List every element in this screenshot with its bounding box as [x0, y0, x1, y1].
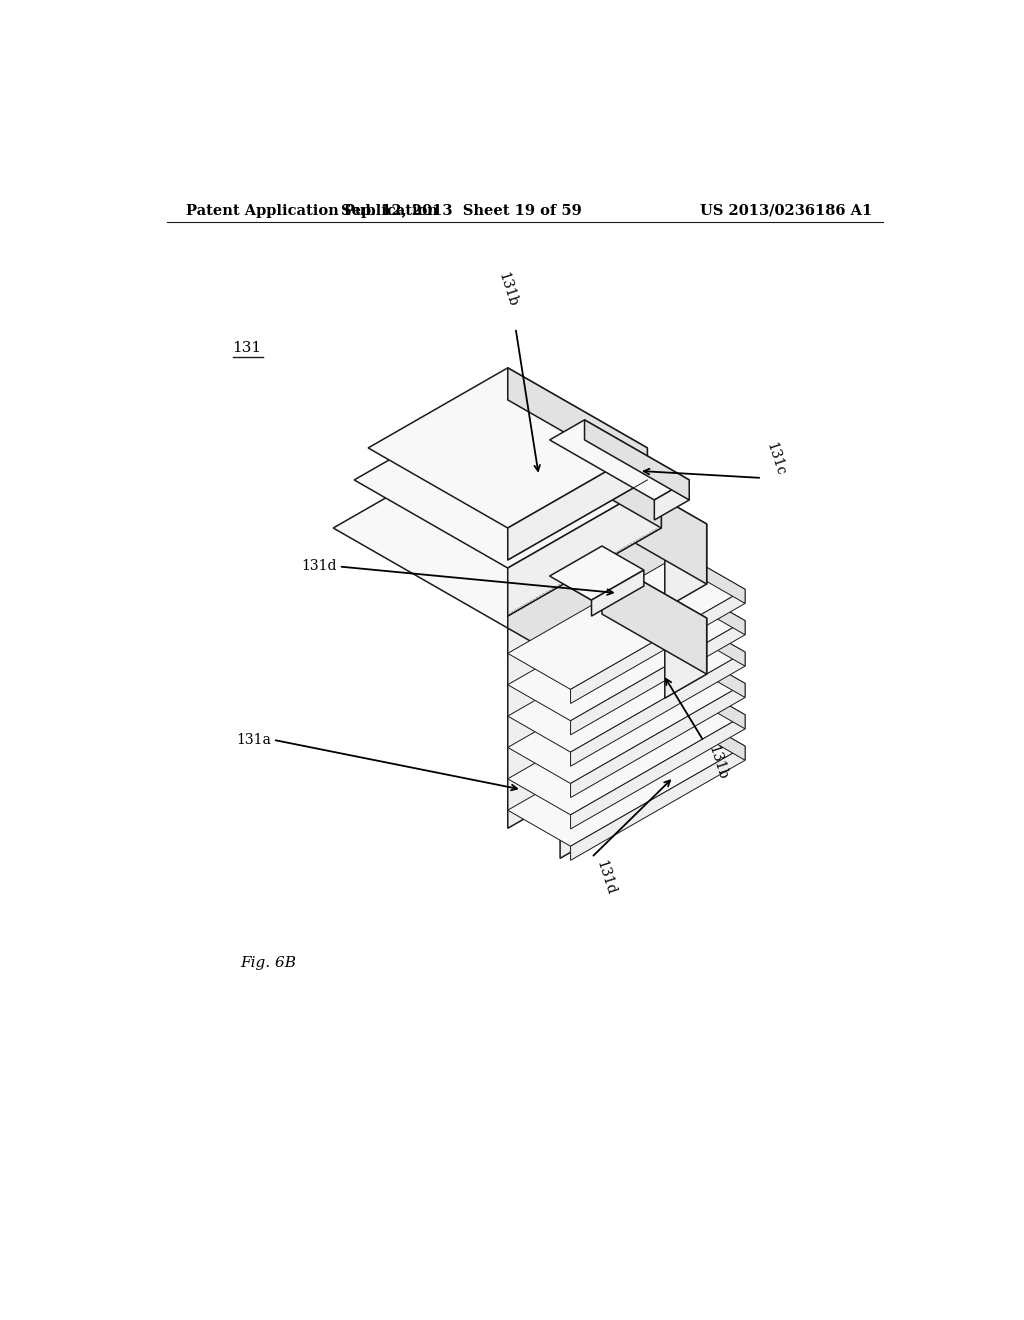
- Polygon shape: [508, 678, 745, 814]
- Text: US 2013/0236186 A1: US 2013/0236186 A1: [699, 203, 872, 218]
- Polygon shape: [682, 647, 745, 697]
- Polygon shape: [525, 788, 612, 838]
- Polygon shape: [578, 788, 612, 829]
- Polygon shape: [508, 447, 647, 560]
- Text: 131d: 131d: [593, 859, 617, 898]
- Polygon shape: [682, 678, 745, 729]
- Text: Fig. 6B: Fig. 6B: [241, 956, 296, 970]
- Polygon shape: [612, 738, 699, 788]
- Polygon shape: [508, 647, 745, 784]
- Text: 131c: 131c: [764, 440, 787, 478]
- Polygon shape: [560, 558, 707, 642]
- Polygon shape: [560, 463, 707, 548]
- Polygon shape: [508, 585, 745, 721]
- Polygon shape: [665, 524, 707, 609]
- Polygon shape: [682, 585, 745, 635]
- Polygon shape: [508, 528, 682, 829]
- Polygon shape: [570, 620, 745, 735]
- Polygon shape: [592, 570, 644, 616]
- Polygon shape: [665, 738, 699, 779]
- Polygon shape: [682, 616, 745, 667]
- Polygon shape: [654, 480, 689, 520]
- Polygon shape: [602, 463, 707, 583]
- Polygon shape: [508, 392, 662, 528]
- Polygon shape: [570, 589, 745, 704]
- Text: 131b: 131b: [496, 271, 520, 309]
- Polygon shape: [647, 758, 699, 808]
- Text: 131d: 131d: [302, 560, 337, 573]
- Polygon shape: [508, 710, 745, 846]
- Polygon shape: [354, 392, 662, 568]
- Text: 131a: 131a: [237, 733, 271, 747]
- Polygon shape: [585, 420, 689, 500]
- Polygon shape: [508, 428, 682, 729]
- Polygon shape: [508, 368, 647, 480]
- Text: 131b: 131b: [706, 743, 730, 781]
- Polygon shape: [508, 616, 745, 752]
- Polygon shape: [682, 553, 745, 603]
- Polygon shape: [550, 546, 644, 601]
- Polygon shape: [682, 710, 745, 760]
- Polygon shape: [508, 553, 745, 689]
- Polygon shape: [570, 746, 745, 861]
- Polygon shape: [570, 684, 745, 797]
- Text: 131: 131: [232, 341, 262, 355]
- Polygon shape: [550, 420, 689, 500]
- Polygon shape: [333, 428, 682, 628]
- Text: Sep. 12, 2013  Sheet 19 of 59: Sep. 12, 2013 Sheet 19 of 59: [341, 203, 582, 218]
- Polygon shape: [570, 652, 745, 766]
- Polygon shape: [570, 714, 745, 829]
- Polygon shape: [508, 480, 662, 616]
- Polygon shape: [602, 558, 707, 675]
- Text: Patent Application Publication: Patent Application Publication: [186, 203, 438, 218]
- Polygon shape: [665, 618, 707, 698]
- Polygon shape: [369, 368, 647, 528]
- Polygon shape: [560, 808, 612, 858]
